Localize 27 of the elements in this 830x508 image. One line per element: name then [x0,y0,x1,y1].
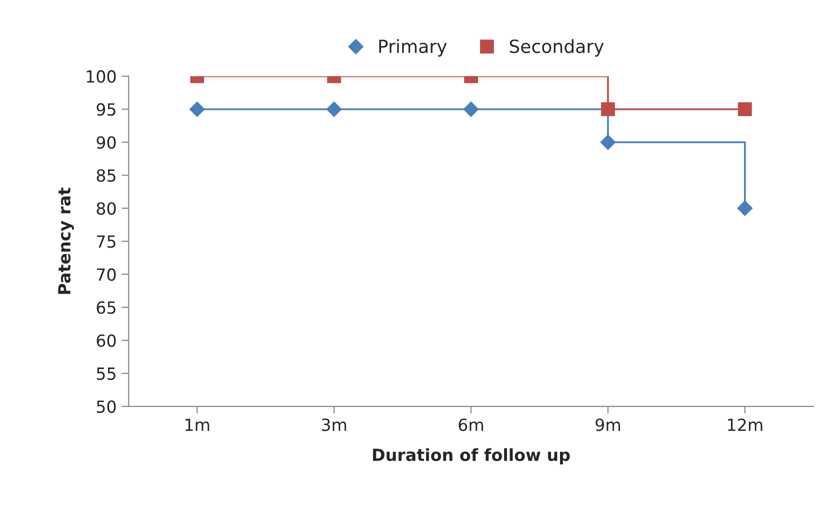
point [737,200,752,216]
point [738,102,752,116]
y-tick-label: 70 [97,268,116,281]
x-axis-title: Duration of follow up [373,448,570,464]
point [326,102,342,117]
x-tick-label: 1m [186,418,210,431]
x-tick-label: 12m [728,418,762,431]
point [601,102,615,116]
y-tick-label: 100 [86,70,116,83]
legend-label: Primary [379,39,447,57]
legend-label: Secondary [510,39,604,57]
point [600,134,616,150]
y-tick-label: 65 [96,301,116,314]
y-tick-label: 50 [96,400,116,413]
y-tick-label: 85 [96,169,116,182]
point [463,102,479,117]
y-tick-label: 95 [96,103,116,116]
x-tick-label: 3m [322,418,346,432]
point [190,102,205,117]
y-tick-label: 60 [96,334,116,347]
y-tick-label: 90 [96,136,116,149]
x-tick-label: 9m [596,418,620,432]
y-axis-title: Patency rat [58,188,74,294]
x-tick-label: 6m [458,418,484,432]
y-tick-label: 80 [96,202,116,215]
y-tick-label: 75 [97,235,116,248]
y-tick-label: 55 [96,368,116,380]
